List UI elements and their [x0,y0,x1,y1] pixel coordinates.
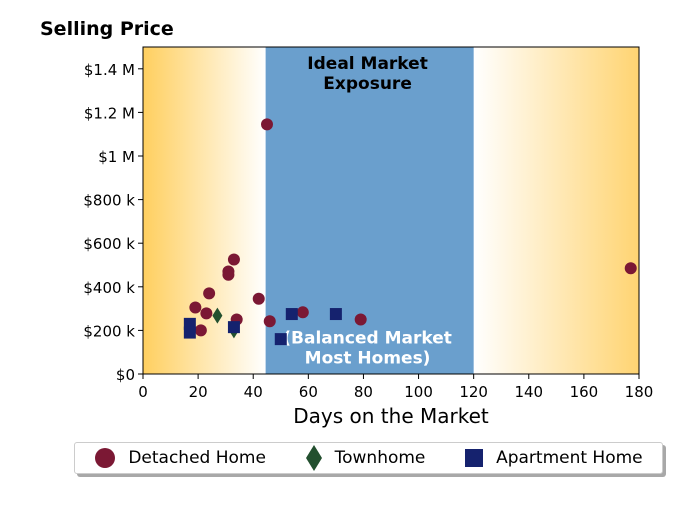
legend-label: Detached Home [128,448,266,468]
legend-item-townhome: Townhome [305,444,426,472]
y-tick-label: $600 k [83,235,135,253]
ideal-exposure-band [265,47,474,374]
x-tick-label: 40 [244,383,263,401]
legend-label: Apartment Home [496,448,643,468]
y-tick-label: $1 M [98,148,135,166]
legend: Detached Home Townhome Apartment Home [74,442,663,474]
x-tick-label: 0 [138,383,148,401]
data-point-detached [354,313,367,326]
x-tick-label: 60 [299,383,318,401]
data-point-apartment [285,308,298,321]
legend-item-apartment: Apartment Home [464,448,643,468]
legend-label: Townhome [334,448,426,468]
data-point-detached [194,324,207,337]
data-point-detached [189,301,202,314]
x-axis-label: Days on the Market [293,404,489,428]
annotation-text: Most Homes) [305,348,431,368]
y-tick-label: $1.4 M [84,61,135,79]
data-point-apartment [329,308,342,321]
data-point-detached [222,268,235,281]
data-point-apartment [274,333,287,346]
x-tick-label: 160 [570,383,599,401]
square-marker-icon [465,449,484,467]
x-tick-label: 180 [625,383,654,401]
data-point-detached [624,262,637,275]
left-gradient-band [143,47,266,374]
right-gradient-band [473,47,639,374]
y-tick-label: $400 k [83,279,135,297]
y-tick-label: $800 k [83,192,135,210]
circle-marker-icon [95,448,116,468]
y-tick-label: $200 k [83,322,135,340]
legend-item-detached: Detached Home [94,447,266,469]
y-tick-label: $1.2 M [84,104,135,122]
x-tick-label: 80 [354,383,373,401]
annotation-text: Exposure [323,74,412,94]
diamond-marker-icon [305,445,322,471]
data-point-detached [263,315,276,328]
plot-frame [142,46,640,375]
chart-title: Selling Price [40,18,174,40]
data-point-apartment [183,326,196,339]
data-point-detached [203,287,216,300]
x-tick-label: 100 [404,383,433,401]
data-point-townhome [212,307,223,324]
data-point-detached [227,253,240,266]
annotation-text: (Balanced Market [283,328,452,348]
data-point-detached [296,306,309,319]
data-point-detached [252,292,265,305]
data-point-detached [200,307,213,320]
x-tick-label: 20 [189,383,208,401]
x-tick-label: 140 [514,383,543,401]
data-point-apartment [227,321,240,334]
annotation-text: Ideal Market [307,54,428,74]
x-tick-label: 120 [459,383,488,401]
y-tick-label: $0 [116,366,135,384]
data-point-detached [261,118,273,131]
